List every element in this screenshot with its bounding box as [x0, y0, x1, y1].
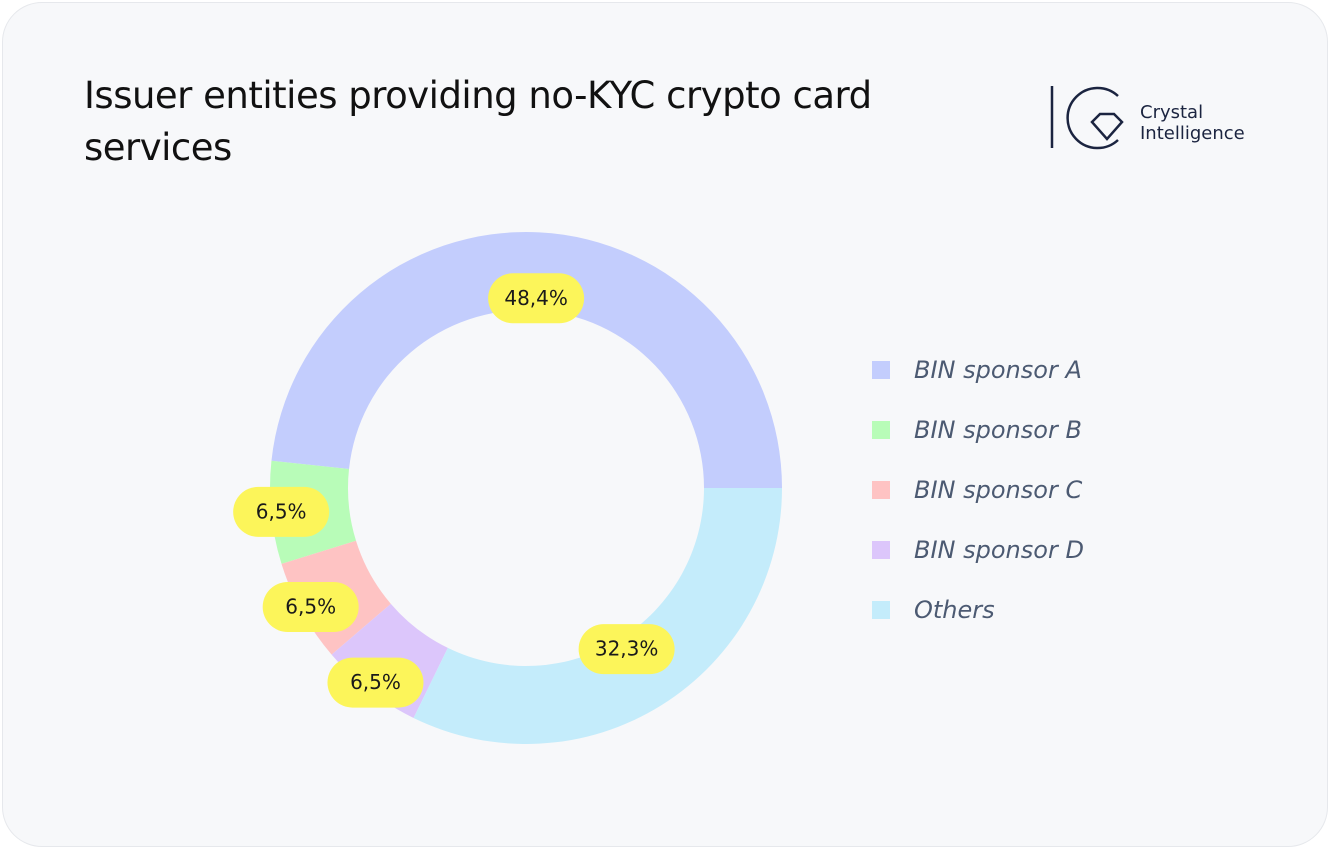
chart-title: Issuer entities providing no-KYC crypto … — [84, 74, 872, 169]
value-label: 6,5% — [262, 581, 359, 632]
label-text: 6,5% — [350, 670, 401, 694]
value-label: 6,5% — [233, 486, 330, 537]
legend-label: BIN sponsor D — [914, 536, 1084, 564]
legend-swatch — [872, 601, 890, 619]
label-pill — [262, 581, 359, 632]
logo — [1050, 86, 1124, 150]
label-pill — [327, 657, 424, 708]
donut-segment — [413, 488, 782, 744]
label-text: 48,4% — [504, 286, 568, 310]
label-text: 32,3% — [595, 637, 659, 661]
legend-label: BIN sponsor A — [914, 356, 1082, 384]
donut-segment — [271, 232, 782, 488]
legend-label: BIN sponsor C — [914, 476, 1082, 504]
value-label: 6,5% — [327, 657, 424, 708]
label-pill — [488, 273, 585, 324]
label-text: 6,5% — [285, 594, 336, 618]
label-pill — [578, 624, 675, 675]
legend-swatch — [872, 481, 890, 499]
legend-swatch — [872, 541, 890, 559]
legend-swatch — [872, 361, 890, 379]
label-text: 6,5% — [256, 499, 307, 523]
label-pill — [233, 486, 330, 537]
legend-swatch — [872, 421, 890, 439]
value-label: 48,4% — [488, 273, 585, 324]
value-label: 32,3% — [578, 624, 675, 675]
legend-label: Others — [914, 596, 995, 624]
legend-label: BIN sponsor B — [914, 416, 1082, 444]
brand-name: Crystal Intelligence — [1140, 102, 1245, 144]
